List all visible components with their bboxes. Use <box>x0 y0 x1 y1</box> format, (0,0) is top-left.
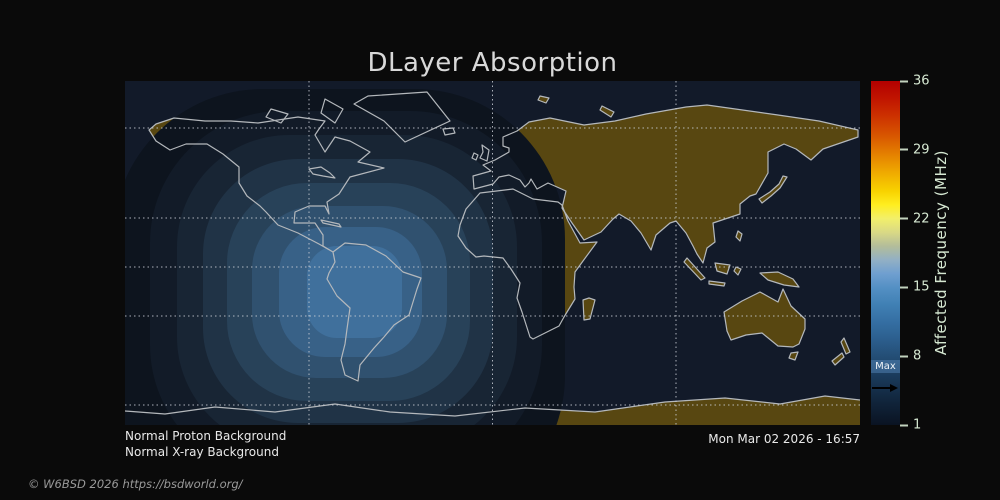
world-map <box>125 81 860 425</box>
coastline-layer <box>125 91 860 417</box>
xray-status: Normal X-ray Background <box>125 444 279 459</box>
graticule-gridlines <box>125 81 860 425</box>
colorbar-tick-labels: 36 29 22 15 8 1 <box>900 74 960 433</box>
colorbar-tick: 22 <box>900 211 930 226</box>
max-marker-label: Max <box>871 360 900 373</box>
java <box>709 281 725 286</box>
madagascar <box>583 298 595 320</box>
australia <box>724 289 805 347</box>
new-zealand-north <box>841 338 850 354</box>
copyright-notice: © W6BSD 2026 https://bsdworld.org/ <box>28 477 243 491</box>
proton-status: Normal Proton Background <box>125 429 287 443</box>
max-marker-arrow-icon <box>872 384 899 392</box>
colorbar <box>871 81 900 425</box>
colorbar-tick: 15 <box>900 280 930 295</box>
colorbar-max-marker: Max <box>871 360 900 373</box>
colorbar-tick: 8 <box>900 349 921 364</box>
novaya-zemlya <box>600 106 614 117</box>
colorbar-axis-label: Affected Frequency (MHz) <box>932 150 950 356</box>
new-zealand-south <box>832 353 844 365</box>
background-status: Normal Proton Background Normal X-ray Ba… <box>125 429 286 460</box>
colorbar-tick: 36 <box>900 74 930 89</box>
sulawesi <box>734 267 741 275</box>
new-guinea <box>760 272 799 287</box>
timestamp: Mon Mar 02 2026 - 16:57 <box>708 432 860 446</box>
colorbar-tick: 1 <box>900 418 921 433</box>
eurasia <box>473 105 858 263</box>
colorbar-tick: 29 <box>900 142 930 157</box>
map-canvas <box>125 81 860 425</box>
page-title: DLayer Absorption <box>367 48 618 78</box>
sumatra <box>684 258 705 280</box>
